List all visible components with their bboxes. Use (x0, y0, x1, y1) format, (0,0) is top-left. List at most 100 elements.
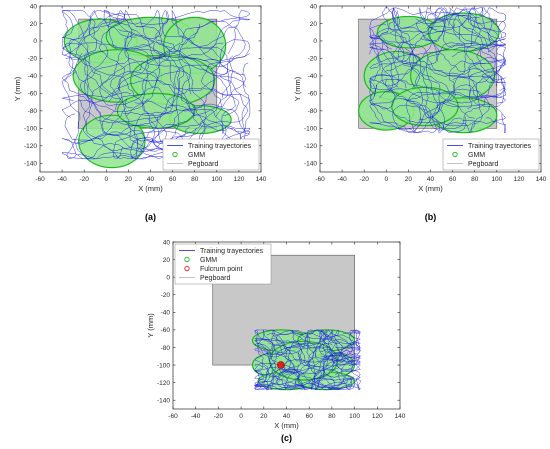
panel-1: -60 -40 -20 0 20 40 60 80 100 120 140 -140 -120 -100 -… (13, 3, 267, 222)
x-tick-label: 80 (471, 176, 479, 183)
legend-label: Training trayectories (468, 143, 532, 150)
panel-label: (a) (145, 212, 156, 222)
trajectory-line (61, 52, 234, 98)
trajectory-line (369, 7, 489, 55)
trajectory-line (369, 31, 483, 133)
trajectories (61, 9, 251, 160)
trajectory-line (110, 70, 251, 160)
y-tick-label: -140 (157, 398, 170, 405)
trajectory-line (445, 57, 507, 134)
trajectory-line (68, 21, 159, 112)
trajectory-line (369, 74, 477, 127)
y-tick-label: -100 (24, 126, 37, 133)
trajectory-line (254, 343, 333, 391)
x-tick-label: -60 (35, 176, 45, 183)
x-tick-label: -20 (79, 176, 89, 183)
legend: Training trayectories GMM Pegboard (442, 138, 540, 171)
trajectory-line (171, 10, 246, 98)
trajectory-line (61, 10, 224, 65)
trajectory-line (369, 23, 456, 91)
trajectory-line (369, 7, 493, 45)
trajectories (253, 329, 362, 391)
trajectory-line (416, 7, 507, 46)
x-tick-label: 40 (147, 176, 155, 183)
x-tick-label: 80 (191, 176, 199, 183)
legend-label: Fulcrum point (200, 266, 242, 273)
y-tick-label: -40 (308, 73, 318, 80)
trajectory-line (380, 7, 486, 75)
gmm-ellipse (116, 92, 196, 129)
x-tick-label: 80 (328, 413, 336, 420)
y-tick-label: 20 (163, 257, 171, 264)
legend-label: Training trayectories (188, 143, 252, 150)
x-tick-label: 60 (306, 413, 314, 420)
y-tick-label: -20 (161, 292, 171, 299)
plot-area (358, 6, 507, 134)
y-tick-label: 20 (310, 21, 318, 28)
plot-area (61, 9, 251, 169)
y-tick-label: 0 (313, 38, 317, 45)
x-axis-label: X (mm) (138, 184, 163, 193)
y-tick-label: 0 (33, 38, 37, 45)
trajectory-line (103, 10, 250, 50)
trajectory-line (126, 10, 251, 117)
trajectory-line (451, 46, 505, 108)
x-tick-label: 120 (513, 176, 524, 183)
trajectory-line (405, 77, 506, 134)
trajectory-line (319, 329, 361, 362)
trajectory-line (406, 41, 506, 102)
legend-swatch-gmm (184, 256, 190, 263)
y-tick-label: 40 (163, 239, 171, 246)
trajectory-line (431, 59, 507, 117)
trajectory-line (392, 98, 467, 133)
trajectory-line (369, 35, 438, 131)
trajectory-line (61, 71, 127, 160)
trajectory-line (369, 98, 506, 131)
trajectory-line (437, 42, 507, 110)
y-axis-label: Y (mm) (13, 76, 22, 101)
trajectory-line (408, 7, 484, 88)
trajectory-line (385, 78, 506, 129)
y-tick-label: -60 (161, 327, 171, 334)
legend-label: Pegboard (188, 161, 218, 168)
x-axis-label: X (mm) (274, 421, 299, 430)
y-tick-label: -40 (161, 310, 171, 317)
x-tick-label: 0 (104, 176, 108, 183)
x-tick-label: 0 (239, 413, 243, 420)
y-tick-label: -100 (157, 362, 170, 369)
x-tick-label: 120 (233, 176, 244, 183)
legend-swatch-gmm (452, 151, 458, 158)
trajectory-line (98, 9, 161, 102)
trajectory-line (297, 333, 335, 391)
legend-label: Training trayectories (200, 248, 264, 255)
trajectory-line (443, 7, 506, 53)
legend-label: GMM (200, 257, 217, 264)
y-axis-label: Y (mm) (146, 313, 155, 338)
x-tick-label: -40 (57, 176, 67, 183)
trajectory-line (313, 343, 361, 390)
x-tick-label: 20 (405, 176, 413, 183)
trajectory-line (426, 53, 475, 133)
trajectory-line (85, 61, 192, 152)
trajectory-line (426, 7, 506, 33)
trajectory-line (254, 329, 361, 348)
panel-label: (b) (425, 212, 437, 222)
legend-label: GMM (188, 152, 205, 159)
x-tick-label: 0 (384, 176, 388, 183)
trajectory-line (263, 346, 361, 370)
x-tick-label: 100 (211, 176, 222, 183)
trajectory-line (253, 331, 334, 378)
trajectory-line (118, 10, 236, 134)
legend-label: Pegboard (200, 275, 230, 282)
trajectory-line (262, 337, 342, 389)
x-tick-label: 140 (536, 176, 547, 183)
x-tick-label: -40 (337, 176, 347, 183)
legend: Training trayectories GMM Fulcrum point Peg… (174, 243, 272, 285)
trajectory-line (254, 376, 354, 390)
trajectory-line (101, 32, 195, 160)
y-tick-label: -80 (28, 108, 38, 115)
trajectory-line (64, 23, 201, 141)
x-tick-label: -40 (191, 413, 201, 420)
panel-3: -60 -40 -20 0 20 40 60 80 100 120 140 -140 -120 -100 -… (146, 239, 406, 443)
trajectory-line (419, 7, 506, 50)
